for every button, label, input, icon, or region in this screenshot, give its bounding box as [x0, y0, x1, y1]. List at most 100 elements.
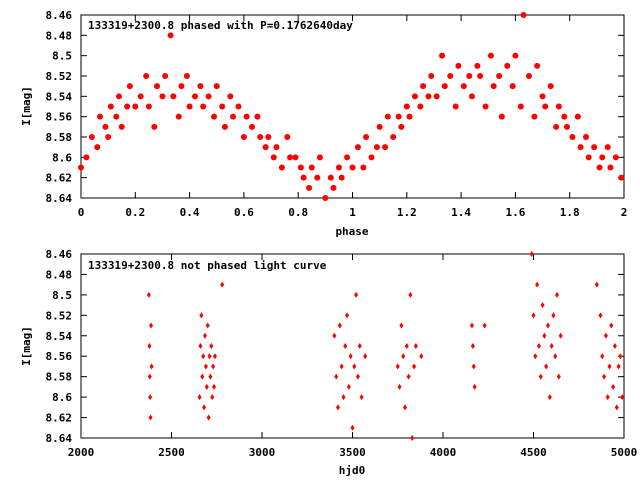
unphased-plot-data-point	[346, 383, 351, 390]
unphased-plot-x-tick-label: 3500	[339, 446, 366, 459]
phased-plot-data-point	[205, 93, 212, 100]
phased-plot-data-point	[455, 62, 462, 69]
unphased-plot-data-point	[618, 353, 623, 360]
unphased-plot-data-point	[482, 322, 487, 329]
phased-plot-data-point	[118, 123, 125, 130]
unphased-plot-data-point	[149, 363, 154, 370]
unphased-plot-data-point	[395, 363, 400, 370]
phased-plot-data-point	[243, 113, 250, 120]
phased-plot-x-axis-label: phase	[335, 225, 368, 238]
unphased-plot-data-point	[199, 312, 204, 319]
unphased-plot-data-point	[549, 343, 554, 349]
phased-plot-y-axis-label: I[mag]	[20, 86, 33, 126]
unphased-plot-data-point	[538, 373, 543, 380]
phased-plot-data-point	[531, 113, 538, 120]
unphased-plot-data-point	[419, 353, 424, 360]
phased-plot-data-point	[227, 93, 234, 100]
phased-plot-data-point	[569, 134, 576, 140]
phased-plot-x-tick-label: 0.6	[234, 206, 254, 219]
unphased-plot-data-point	[345, 312, 350, 319]
unphased-plot-data-point	[147, 373, 152, 380]
unphased-plot-y-tick-label: 8.62	[46, 412, 73, 425]
unphased-plot-data-point	[149, 322, 154, 329]
unphased-plot-y-tick-label: 8.64	[46, 432, 73, 445]
phased-plot-data-point	[322, 195, 329, 201]
unphased-plot-data-point	[536, 343, 541, 349]
unphased-plot-data-point	[609, 322, 614, 329]
unphased-plot-data-point	[198, 343, 203, 349]
unphased-plot-data-point	[529, 251, 534, 257]
phased-plot-data-point	[354, 144, 361, 151]
unphased-plot-x-tick-label: 3000	[249, 446, 276, 459]
phased-plot-y-tick-label: 8.64	[46, 192, 73, 205]
unphased-plot-data-point	[408, 291, 413, 298]
unphased-plot-data-point	[535, 281, 540, 288]
phased-plot-data-point	[292, 154, 299, 161]
phased-plot-data-point	[555, 103, 562, 110]
phased-plot-data-point	[411, 93, 418, 100]
phased-plot-data-point	[308, 164, 315, 171]
phased-plot-data-point	[211, 113, 218, 120]
phased-plot-data-point	[178, 83, 185, 90]
unphased-plot-data-point	[207, 353, 212, 360]
phased-plot-data-point	[496, 73, 503, 79]
unphased-plot-data-point	[337, 322, 342, 329]
unphased-plot-data-point	[220, 281, 225, 288]
phased-plot-data-point	[607, 164, 614, 171]
phased-plot-data-point	[249, 123, 256, 130]
phased-plot-data-point	[553, 123, 560, 130]
phased-plot-x-tick-label: 0.8	[288, 206, 308, 219]
phased-plot-data-point	[604, 144, 611, 151]
phased-plot-y-tick-label: 8.48	[46, 29, 73, 42]
phased-plot-data-point	[300, 174, 307, 181]
unphased-plot-x-tick-label: 2500	[158, 446, 185, 459]
phased-plot-data-point	[517, 103, 524, 110]
phased-plot-data-point	[265, 134, 272, 140]
phased-plot-data-point	[441, 83, 448, 90]
unphased-plot-data-point	[355, 373, 360, 380]
unphased-plot-frame	[80, 253, 625, 439]
unphased-plot-data-point	[413, 343, 418, 349]
phased-plot-x-tick-label: 0.4	[180, 206, 200, 219]
unphased-plot-data-point	[616, 363, 621, 370]
phased-plot-data-point	[487, 52, 494, 59]
phased-plot-data-point	[278, 164, 285, 171]
unphased-plot-data-point	[363, 353, 368, 360]
unphased-plot-data-point	[605, 394, 610, 401]
unphased-plot-data-point	[410, 435, 415, 441]
phased-plot-title: 133319+2300.8 phased with P=0.1762640day	[88, 19, 353, 32]
phased-plot-data-point	[504, 62, 511, 69]
unphased-plot-data-point	[203, 363, 208, 370]
unphased-plot-data-point	[542, 332, 547, 339]
phased-plot-data-point	[468, 93, 475, 100]
unphased-plot-data-point	[201, 353, 206, 360]
phased-plot-data-point	[192, 93, 199, 100]
unphased-plot-data-point	[334, 373, 339, 380]
phased-plot-data-point	[398, 123, 405, 130]
unphased-plot-data-point	[352, 363, 357, 370]
phased-plot-data-point	[175, 113, 182, 120]
unphased-plot-data-point	[147, 343, 152, 349]
phased-plot-data-point	[466, 73, 473, 79]
unphased-plot-x-axis-label: hjd0	[339, 464, 366, 477]
phased-plot-data-point	[335, 164, 342, 171]
phased-plot-data-point	[113, 113, 120, 120]
phased-plot-data-point	[230, 113, 237, 120]
unphased-plot: 2000 2500 3000 3500 4000 4500 50008.468.488.58…	[20, 248, 637, 477]
phased-plot-data-point	[297, 164, 304, 171]
phased-plot-data-point	[382, 144, 389, 151]
unphased-plot-data-point	[341, 394, 346, 401]
unphased-plot-y-tick-label: 8.6	[52, 391, 72, 404]
unphased-plot-data-point	[336, 404, 341, 411]
unphased-plot-data-point	[402, 404, 407, 411]
unphased-plot-data-point	[406, 373, 411, 380]
unphased-plot-data-point	[339, 363, 344, 370]
phased-plot-y-tick-label: 8.46	[46, 9, 73, 22]
phased-plot-data-point	[257, 134, 264, 140]
phased-plot-y-tick-label: 8.62	[46, 172, 73, 185]
phased-plot-data-point	[162, 73, 169, 79]
unphased-plot-data-point	[620, 394, 625, 401]
phased-plot-data-point	[363, 134, 370, 140]
phased-plot-data-point	[221, 123, 228, 130]
